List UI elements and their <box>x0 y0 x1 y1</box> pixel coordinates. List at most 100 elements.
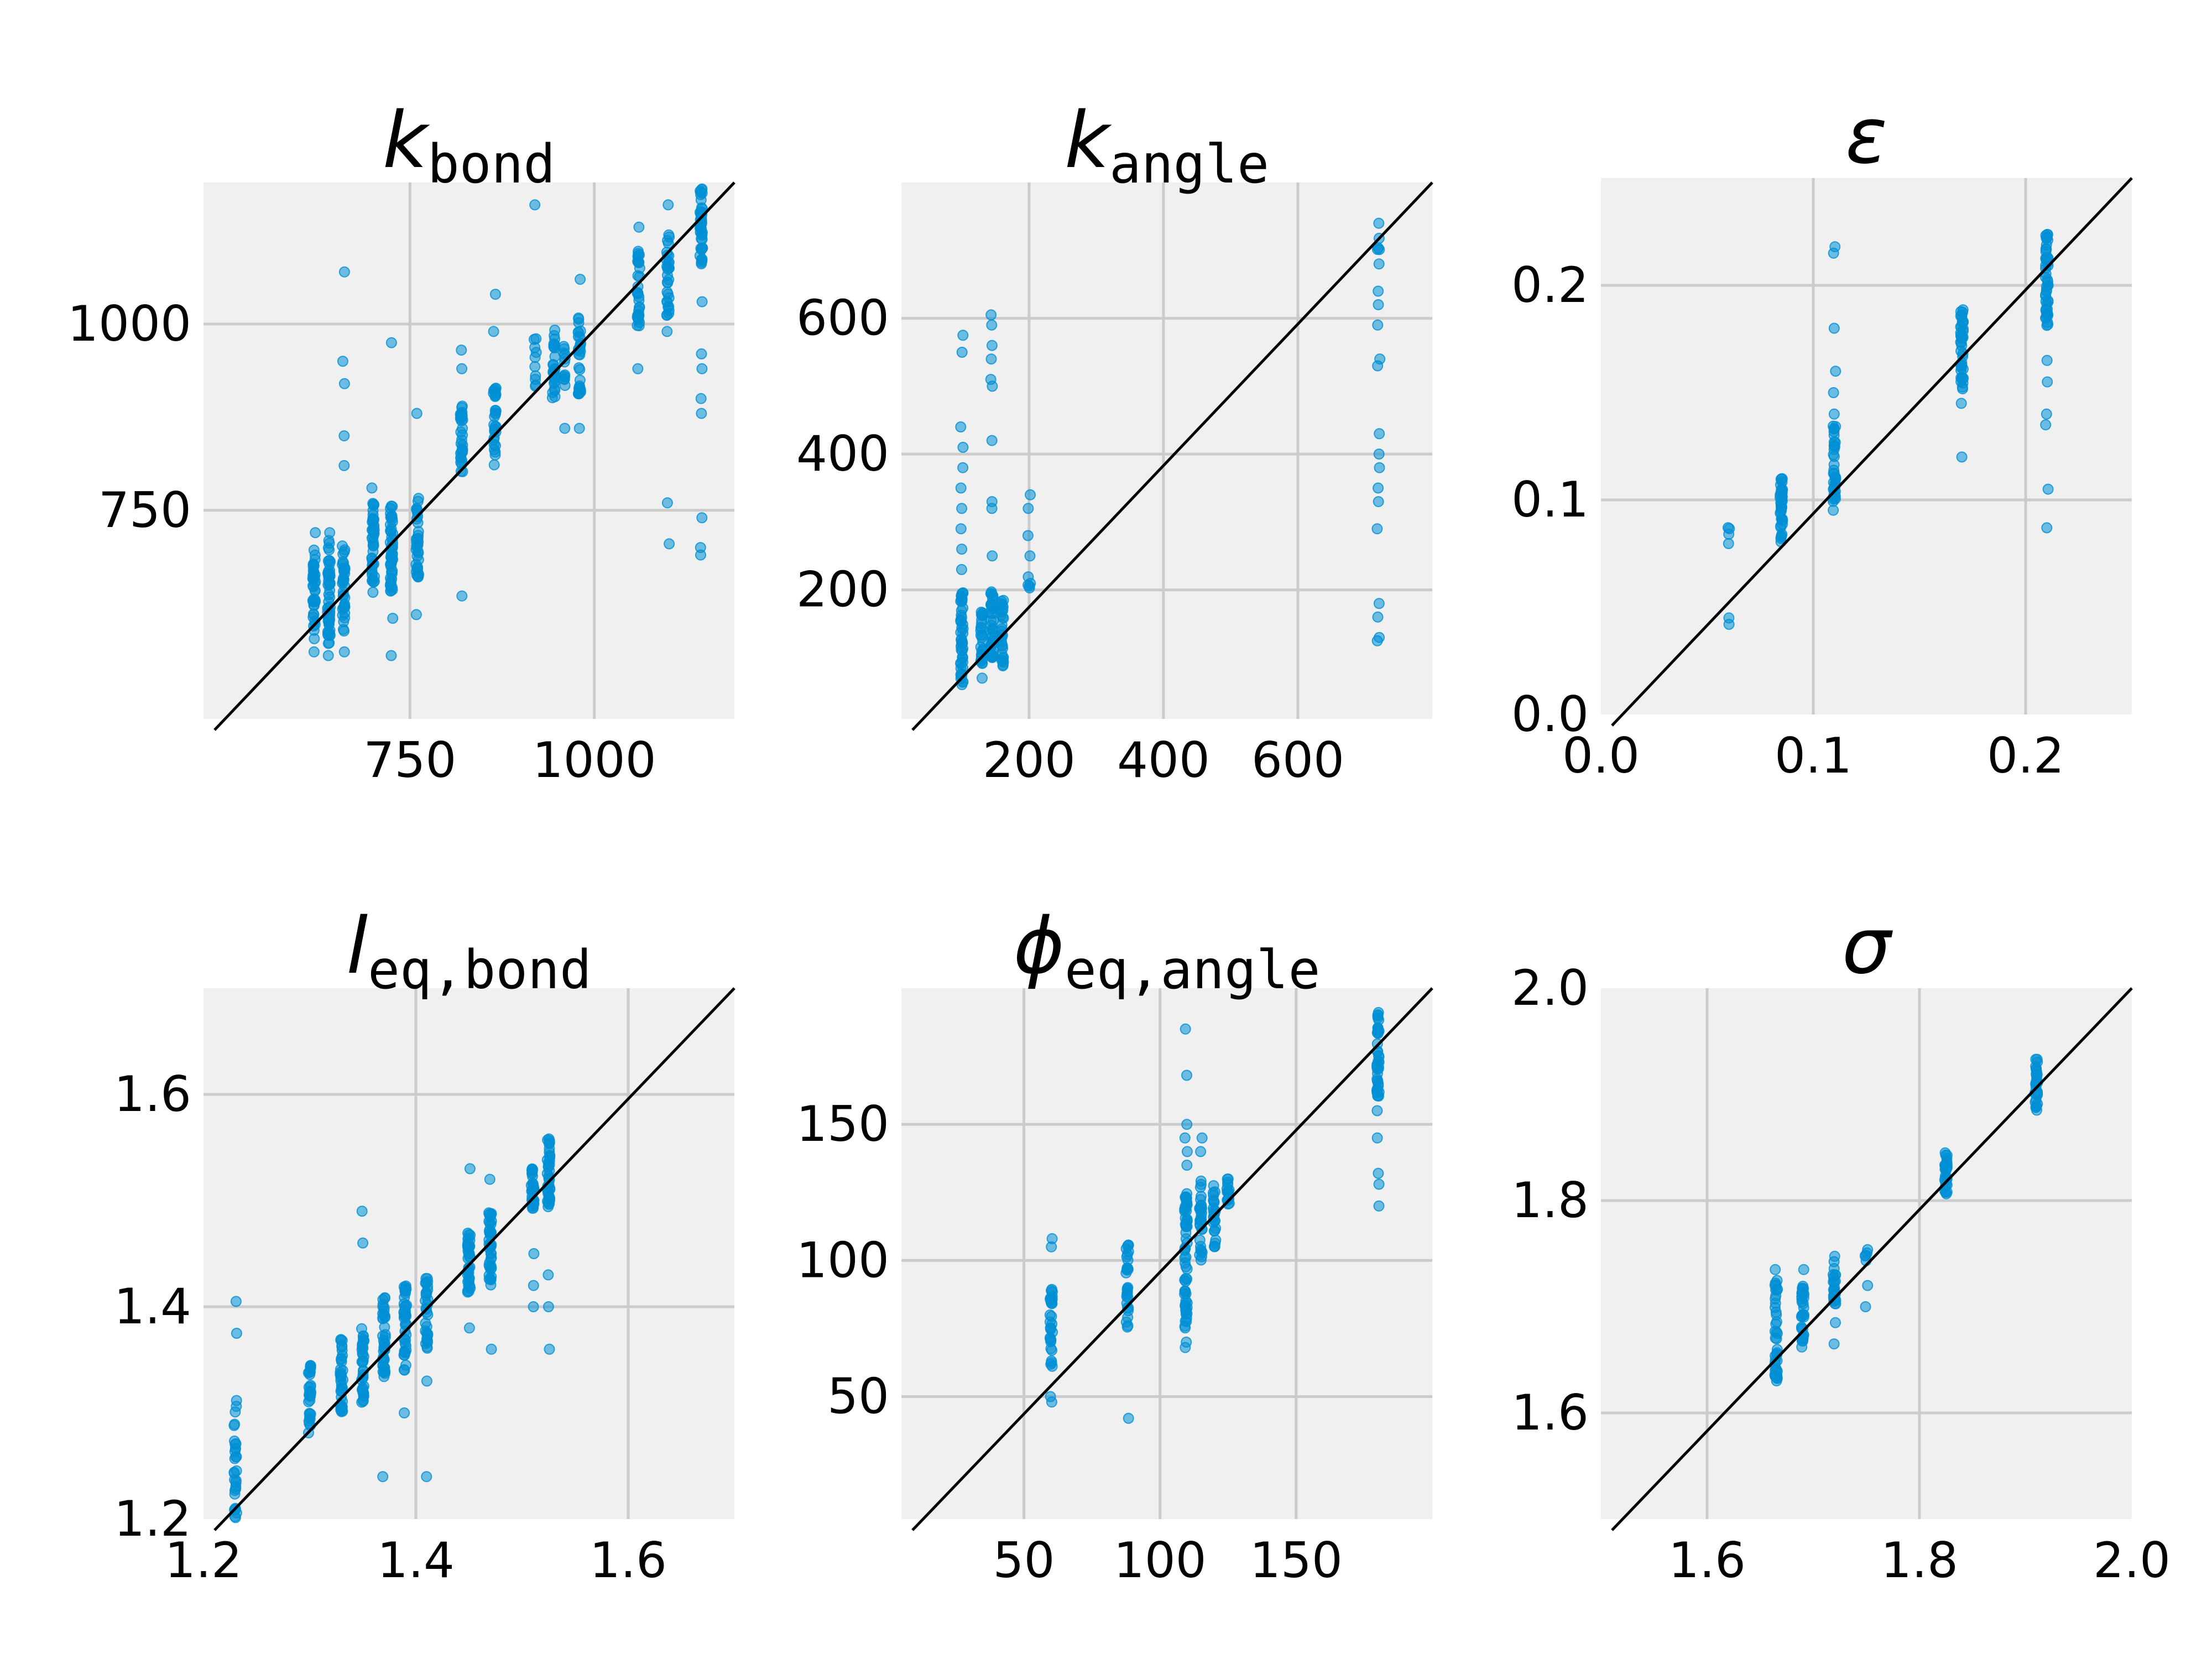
scatter-point <box>574 382 586 393</box>
scatter-point <box>2040 419 2052 431</box>
scatter-point <box>1180 1300 1191 1311</box>
scatter-point <box>1830 366 1841 377</box>
title-subscript: angle <box>1109 133 1269 195</box>
scatter-point <box>1373 299 1384 310</box>
subplot-title: ϕeq,angle <box>1014 901 1321 1001</box>
scatter-point <box>1372 1010 1384 1022</box>
scatter-point <box>632 288 644 300</box>
scatter-point <box>957 462 969 473</box>
scatter-point <box>695 549 706 561</box>
scatter-point <box>490 440 501 451</box>
scatter-point <box>367 514 378 525</box>
scatter-point <box>956 644 967 656</box>
scatter-point <box>337 356 348 367</box>
y-tick-label: 150 <box>796 1095 889 1152</box>
scatter-point <box>956 564 967 575</box>
scatter-point <box>1180 1023 1191 1035</box>
y-tick-label: 0.2 <box>1511 257 1589 314</box>
scatter-point <box>385 512 397 523</box>
scatter-point <box>985 374 997 385</box>
y-tick-label: 2.0 <box>1511 959 1589 1016</box>
x-tick-label: 1.2 <box>165 1532 242 1589</box>
scatter-point <box>1371 244 1383 255</box>
scatter-point <box>573 422 585 434</box>
scatter-point <box>308 544 320 556</box>
y-tick-label: 600 <box>796 290 889 347</box>
scatter-point <box>549 339 561 351</box>
scatter-point <box>1179 1132 1191 1144</box>
scatter-point <box>385 337 397 348</box>
scatter-points <box>307 183 708 661</box>
scatter-point <box>528 1280 539 1291</box>
scatter-point <box>231 1465 242 1477</box>
scatter-point <box>1775 500 1787 512</box>
scatter-point <box>1195 1254 1207 1266</box>
scatter-point <box>338 430 350 442</box>
scatter-point <box>308 646 320 658</box>
scatter-point <box>324 578 336 589</box>
scatter-point <box>2042 252 2054 264</box>
scatter-point <box>544 1343 555 1355</box>
scatter-point <box>2042 310 2054 321</box>
y-tick-label: 0.1 <box>1511 471 1589 528</box>
scatter-point <box>1181 1070 1192 1081</box>
scatter-point <box>955 662 967 674</box>
scatter-point <box>1777 519 1788 530</box>
scatter-point <box>230 1438 242 1449</box>
scatter-point <box>1196 1191 1207 1202</box>
scatter-point <box>324 629 336 640</box>
scatter-point <box>1956 451 1968 463</box>
scatter-point <box>633 221 645 233</box>
scatter-point <box>957 602 969 614</box>
scatter-point <box>400 1344 412 1356</box>
y-tick-label: 100 <box>796 1232 889 1288</box>
scatter-point <box>542 1301 554 1312</box>
scatter-point <box>2042 483 2054 495</box>
y-tick-label: 1.6 <box>1511 1384 1589 1441</box>
scatter-point <box>1045 1293 1056 1305</box>
x-tick-label: 750 <box>363 732 456 789</box>
scatter-point <box>1373 1178 1385 1190</box>
scatter-point <box>696 512 708 524</box>
scatter-point <box>1829 440 1840 452</box>
scatter-point <box>696 258 707 269</box>
scatter-point <box>1723 538 1734 549</box>
scatter-point <box>367 587 379 598</box>
scatter-point <box>575 274 586 285</box>
scatter-point <box>309 593 320 604</box>
scatter-point <box>1957 304 1969 316</box>
scatter-point <box>1830 493 1841 504</box>
subplot-title: ε <box>1845 91 1887 181</box>
scatter-point <box>986 496 998 508</box>
subplot-k-angle: 200 400 600 200 400 600 kangle <box>796 96 1433 789</box>
y-tick-label: 1.2 <box>114 1490 191 1547</box>
scatter-point <box>543 1133 555 1145</box>
title-symbol: l <box>346 901 368 992</box>
scatter-point <box>696 408 707 419</box>
scatter-point <box>1798 1264 1809 1275</box>
scatter-point <box>1181 1160 1193 1171</box>
scatter-point <box>1372 1075 1384 1087</box>
scatter-point <box>421 1342 433 1354</box>
scatter-point <box>1022 503 1034 514</box>
identity-line <box>1611 177 2133 727</box>
scatter-point <box>1862 1280 1874 1291</box>
scatter-point <box>456 590 468 602</box>
scatter-point <box>387 534 398 546</box>
scatter-point <box>1045 1323 1056 1335</box>
title-symbol: σ <box>1842 901 1893 992</box>
scatter-point <box>489 449 501 461</box>
scatter-point <box>542 1269 554 1281</box>
scatter-point <box>2031 1066 2042 1077</box>
x-tick-label: 150 <box>1250 1532 1343 1589</box>
scatter-point <box>456 345 467 356</box>
scatter-point <box>559 373 570 385</box>
scatter-point <box>661 261 672 273</box>
title-symbol: k <box>383 96 430 186</box>
scatter-point <box>337 1365 348 1376</box>
scatter-point <box>1046 1344 1058 1356</box>
scatter-point <box>1373 1050 1384 1061</box>
scatter-point <box>367 536 379 547</box>
scatter-point <box>1180 1201 1191 1212</box>
scatter-point <box>2031 1100 2042 1112</box>
